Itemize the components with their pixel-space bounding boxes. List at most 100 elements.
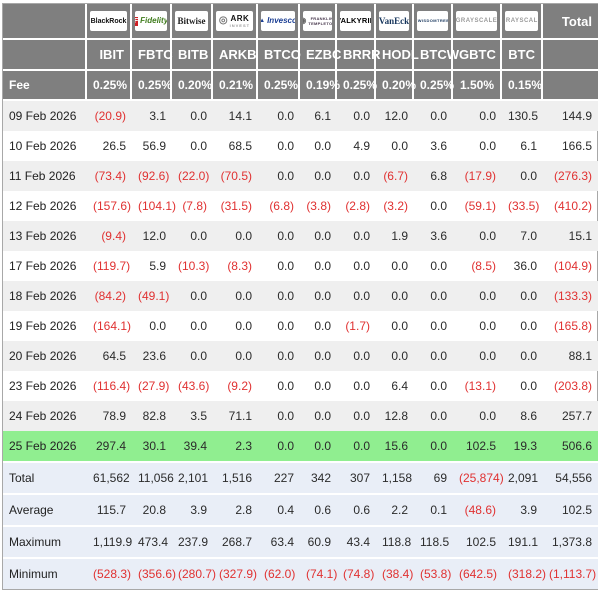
date-cell: 11 Feb 2026 <box>3 161 87 191</box>
date-cell: 19 Feb 2026 <box>9 319 77 333</box>
flow-value-cell: (31.5) <box>220 199 252 213</box>
date-cell: 24 Feb 2026 <box>3 401 87 431</box>
flow-value-cell: 0.0 <box>314 319 331 333</box>
daily-flow-row: 10 Feb 2026 26.5 56.9 0.0 68.5 0.0 0.0 4.9 0.0 3.… <box>3 131 598 161</box>
daily-flow-row: 11 Feb 2026 (73.4) (92.6) (22.0) (70.5) 0.0 0.… <box>3 161 598 191</box>
row-total-cell: (276.3) <box>543 161 598 191</box>
date-cell: 25 Feb 2026 <box>3 431 87 461</box>
flow-value-cell: 0.0 <box>258 431 300 461</box>
flow-value-cell: 0.0 <box>337 161 376 191</box>
flow-value-cell: 6.8 <box>414 161 453 191</box>
flow-value-cell: 0.0 <box>479 319 496 333</box>
fee-cell: 0.25% <box>87 71 132 101</box>
summary-value-cell: 1,158 <box>376 461 414 493</box>
header-corner-cell <box>3 4 87 40</box>
summary-value-cell: 342 <box>300 461 337 493</box>
flow-value-cell: 0.0 <box>337 401 376 431</box>
ark-logo: ◎ ARK INVEST <box>216 11 253 31</box>
summary-total-cell: 1,373.8 <box>543 525 598 557</box>
row-total-cell: (104.9) <box>553 259 592 273</box>
flow-value-cell: 0.0 <box>300 161 337 191</box>
summary-value-cell: 118.8 <box>376 525 414 557</box>
bitwise-logo: Bitwise <box>175 11 208 31</box>
flow-value-cell: (9.4) <box>87 221 132 251</box>
flow-value-cell: 0.0 <box>376 341 414 371</box>
flow-value-cell: 0.0 <box>277 379 294 393</box>
row-total-cell: (133.3) <box>543 281 598 311</box>
flow-value-cell: 0.0 <box>213 341 258 371</box>
summary-row: Average 115.7 20.8 3.9 2.8 0.4 0.6 0.6 2.2 0.1 (48… <box>3 493 598 525</box>
table-header: BlackRock F Fidelity Bitwise ◎ ARK INVEST ▲ Inve… <box>3 4 598 101</box>
summary-total-cell: 102.5 <box>543 493 598 525</box>
summary-value-cell: 3.9 <box>502 493 543 525</box>
ark-logo-name: ARK <box>230 13 250 23</box>
date-cell: 20 Feb 2026 <box>3 341 87 371</box>
fee-row-label: Fee <box>3 71 87 101</box>
flow-value-cell: 0.0 <box>391 139 408 153</box>
flow-value-cell: 0.0 <box>300 401 337 431</box>
summary-value-cell: (74.8) <box>337 557 376 589</box>
summary-value-cell: 0.6 <box>300 493 337 525</box>
flow-value-cell: 0.0 <box>479 139 496 153</box>
ticker-header: BTC <box>502 40 543 71</box>
flow-value-cell: 30.1 <box>132 431 172 461</box>
summary-value-cell: (528.3) <box>87 557 132 589</box>
row-total-cell: 144.9 <box>543 101 598 131</box>
flow-value-cell: 297.4 <box>87 431 132 461</box>
franklin-icon: ◉ <box>303 17 306 25</box>
flow-value-cell: (104.1) <box>138 199 177 213</box>
flow-value-cell: (43.6) <box>178 379 210 393</box>
flow-value-cell: (17.9) <box>453 161 502 191</box>
ticker-header: BRRR <box>337 40 381 71</box>
ticker-header: EZBC <box>300 40 341 71</box>
row-total-cell: 88.1 <box>543 341 598 371</box>
date-cell: 23 Feb 2026 <box>9 379 77 393</box>
flow-value-cell: 0.0 <box>300 341 337 371</box>
flow-value-cell: 0.0 <box>258 341 300 371</box>
flow-value-cell: 0.0 <box>453 281 502 311</box>
fee-cell: 0.25% <box>258 71 300 101</box>
flow-value-cell: 0.0 <box>414 341 453 371</box>
table-body: 09 Feb 2026 (20.9) 3.1 0.0 14.1 0.0 6.1 0.0 12.0… <box>3 101 598 589</box>
flow-value-cell: 15.6 <box>376 431 414 461</box>
flow-value-cell: 0.0 <box>414 431 453 461</box>
summary-value-cell: 118.5 <box>414 525 453 557</box>
flow-value-cell: 0.0 <box>172 341 213 371</box>
daily-flow-row: 24 Feb 2026 78.9 82.8 3.5 71.1 0.0 0.0 0.0 12.8 0… <box>3 401 598 431</box>
summary-value-cell: (318.2) <box>502 557 546 589</box>
provider-header-cell: ▲ Invesco <box>258 4 300 40</box>
date-cell: 12 Feb 2026 <box>9 199 77 213</box>
row-total-cell: 15.1 <box>543 221 598 251</box>
ticker-header-total <box>543 40 598 71</box>
summary-value-cell: 268.7 <box>213 525 258 557</box>
flow-value-cell: (7.8) <box>182 199 207 213</box>
flow-value-cell: 7.0 <box>502 221 543 251</box>
date-cell: 09 Feb 2026 <box>3 101 87 131</box>
summary-value-cell: 0.6 <box>337 493 376 525</box>
flow-value-cell: 0.0 <box>502 161 543 191</box>
flow-value-cell: 12.8 <box>376 401 414 431</box>
fee-cell-total <box>543 71 598 101</box>
flow-value-cell: (10.3) <box>178 259 210 273</box>
valkyrie-logo-name: VALKYRIE <box>340 16 371 26</box>
ticker-header: ARKB <box>213 40 258 71</box>
flow-value-cell: 0.0 <box>172 221 213 251</box>
row-total-cell: (410.2) <box>553 199 592 213</box>
flow-value-cell: (3.2) <box>383 199 408 213</box>
ticker-header: HODL <box>376 40 419 71</box>
invesco-logo: ▲ Invesco <box>261 11 295 31</box>
summary-value-cell: (642.5) <box>453 557 502 589</box>
provider-header-cell: VanEck <box>376 4 414 40</box>
row-total-cell: (203.8) <box>553 379 592 393</box>
date-cell: 10 Feb 2026 <box>9 139 77 153</box>
flow-value-cell: (164.1) <box>93 319 132 333</box>
summary-value-cell: 43.4 <box>337 525 376 557</box>
invesco-icon: ▲ <box>261 18 266 24</box>
fidelity-logo-name: Fidelity <box>140 16 167 25</box>
summary-value-cell: 1,516 <box>213 461 258 493</box>
daily-flow-row: 19 Feb 2026 (164.1) 0.0 0.0 0.0 0.0 0.0 (1.7) 0.… <box>3 311 598 341</box>
franklin-logo-text: FRANKLINTEMPLETON <box>308 16 332 26</box>
fee-row: Fee 0.25% 0.25% 0.20% 0.21% 0.25% 0.19% 0.25% 0.… <box>3 71 598 101</box>
flow-value-cell: 12.0 <box>132 221 172 251</box>
flow-value-cell: 0.0 <box>376 281 414 311</box>
